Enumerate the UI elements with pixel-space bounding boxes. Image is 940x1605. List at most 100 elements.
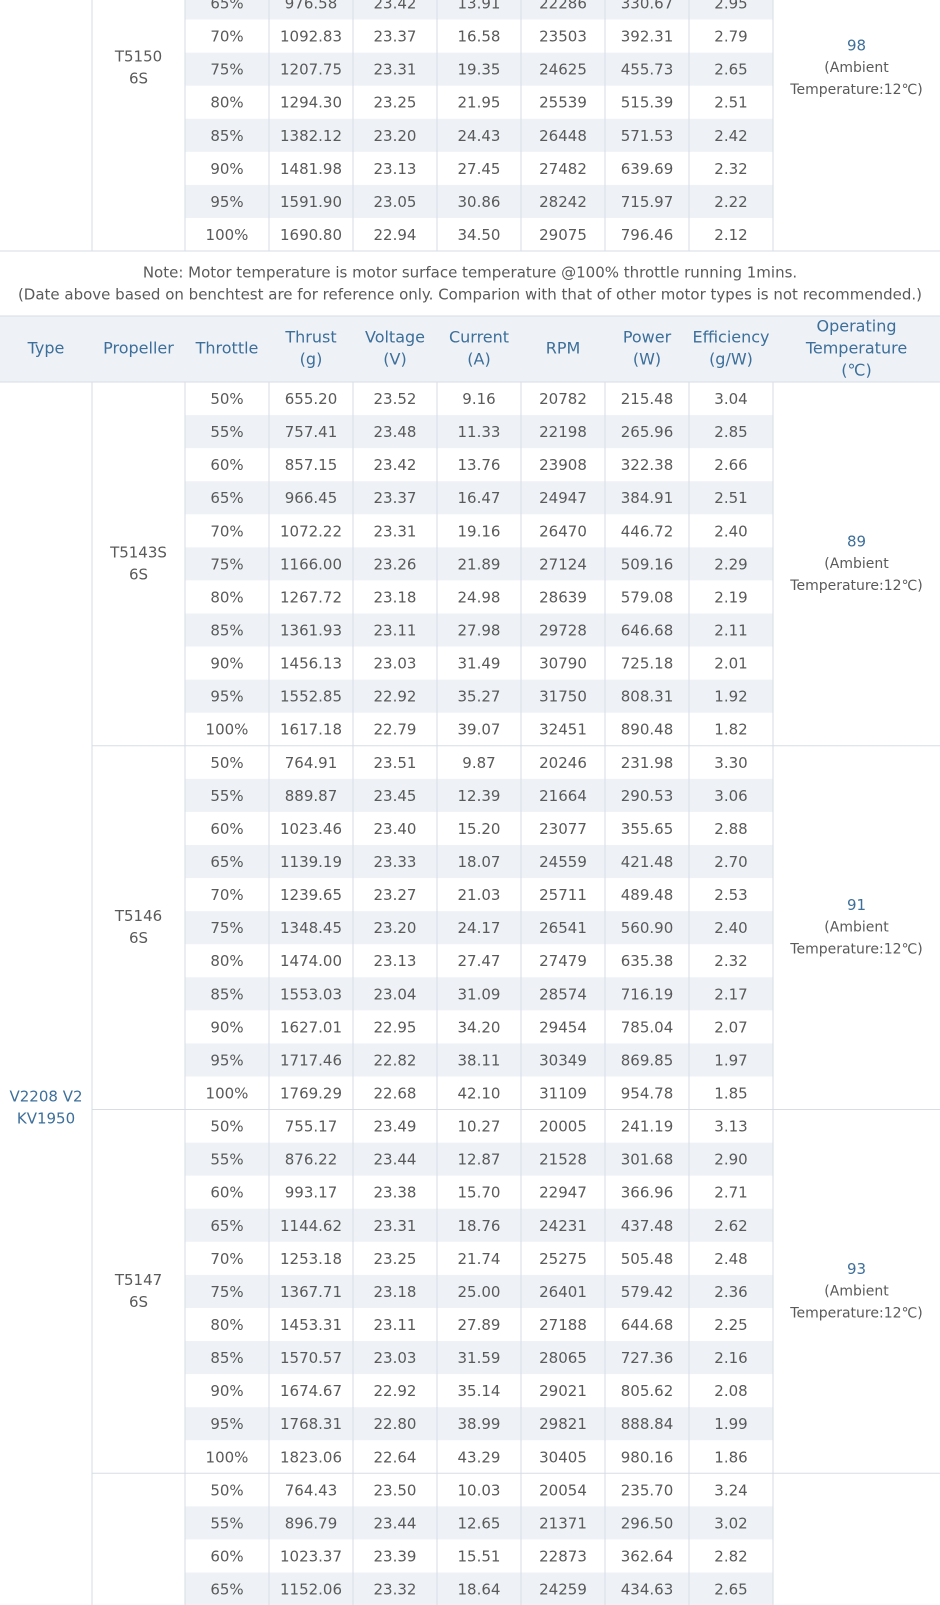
cell: 38.11 bbox=[458, 1051, 501, 1069]
column-header: Efficiency bbox=[692, 328, 769, 347]
cell: 18.76 bbox=[458, 1217, 501, 1235]
cell: 23.18 bbox=[374, 588, 417, 606]
cell: 715.97 bbox=[621, 193, 674, 211]
cell: 725.18 bbox=[621, 655, 674, 673]
cell: 2.01 bbox=[714, 655, 747, 673]
cell: 2.32 bbox=[714, 952, 747, 970]
cell: 1382.12 bbox=[280, 127, 342, 145]
cell: 23.04 bbox=[374, 985, 417, 1003]
cell: 505.48 bbox=[621, 1250, 674, 1268]
cell: 23.26 bbox=[374, 555, 417, 573]
cell: 25.00 bbox=[458, 1283, 501, 1301]
cell: 23.42 bbox=[374, 0, 417, 13]
propeller: T5147 bbox=[114, 1271, 162, 1289]
row-stripe bbox=[185, 52, 773, 86]
cell: 20782 bbox=[539, 390, 587, 408]
cell: 26448 bbox=[539, 127, 587, 145]
cell: 1617.18 bbox=[280, 721, 342, 739]
cell: 23.44 bbox=[374, 1514, 417, 1532]
cell: 12.65 bbox=[458, 1514, 501, 1532]
column-header: RPM bbox=[546, 339, 581, 358]
cell: 954.78 bbox=[621, 1085, 674, 1103]
column-header: Throttle bbox=[195, 339, 259, 358]
cell: 785.04 bbox=[621, 1018, 674, 1036]
cell: 796.46 bbox=[621, 226, 674, 244]
cell: 29821 bbox=[539, 1415, 587, 1433]
motor-type: KV1950 bbox=[17, 1110, 75, 1128]
cell: 362.64 bbox=[621, 1547, 674, 1565]
cell: 30405 bbox=[539, 1448, 587, 1466]
cell: 2.62 bbox=[714, 1217, 747, 1235]
cell: 23.33 bbox=[374, 853, 417, 871]
cell: 515.39 bbox=[621, 94, 674, 112]
cell: 1.82 bbox=[714, 721, 747, 739]
cell: 23908 bbox=[539, 456, 587, 474]
cell: 27188 bbox=[539, 1316, 587, 1334]
cell: 29021 bbox=[539, 1382, 587, 1400]
cell: 15.20 bbox=[458, 820, 501, 838]
cell: 23.03 bbox=[374, 655, 417, 673]
cell: 1.97 bbox=[714, 1051, 747, 1069]
row-stripe bbox=[185, 1407, 773, 1441]
temperature-note: (Ambient bbox=[824, 1283, 889, 1299]
temperature-note: (Ambient bbox=[824, 60, 889, 76]
cell: 30349 bbox=[539, 1051, 587, 1069]
cell: 2.48 bbox=[714, 1250, 747, 1268]
cell: 26541 bbox=[539, 919, 587, 937]
cell: 889.87 bbox=[285, 787, 338, 805]
cell: 2.22 bbox=[714, 193, 747, 211]
cell: 31.49 bbox=[458, 655, 501, 673]
cell: 1768.31 bbox=[280, 1415, 342, 1433]
cell: 808.31 bbox=[621, 688, 674, 706]
cell: 20054 bbox=[539, 1481, 587, 1499]
cell: 31.59 bbox=[458, 1349, 501, 1367]
cell: 2.07 bbox=[714, 1018, 747, 1036]
cell: 2.08 bbox=[714, 1382, 747, 1400]
cell: 22873 bbox=[539, 1547, 587, 1565]
cell: 2.17 bbox=[714, 985, 747, 1003]
cell: 16.47 bbox=[458, 489, 501, 507]
cell: 3.13 bbox=[714, 1118, 747, 1136]
cell: 23.31 bbox=[374, 61, 417, 79]
temperature-value: 89 bbox=[847, 532, 866, 550]
cell: 2.66 bbox=[714, 456, 747, 474]
note: (Date above based on benchtest are for r… bbox=[18, 286, 922, 304]
cell: 1139.19 bbox=[280, 853, 342, 871]
cell: 23.39 bbox=[374, 1547, 417, 1565]
cell: 42.10 bbox=[458, 1085, 501, 1103]
row-stripe bbox=[185, 1572, 773, 1605]
cell: 23.31 bbox=[374, 1217, 417, 1235]
row-stripe bbox=[185, 613, 773, 647]
cell: 65% bbox=[210, 1581, 243, 1599]
row-stripe bbox=[185, 118, 773, 152]
cell: 455.73 bbox=[621, 61, 674, 79]
cell: 1674.67 bbox=[280, 1382, 342, 1400]
cell: 1267.72 bbox=[280, 588, 342, 606]
cell: 13.76 bbox=[458, 456, 501, 474]
cell: 29454 bbox=[539, 1018, 587, 1036]
cell: 1591.90 bbox=[280, 193, 342, 211]
cell: 1166.00 bbox=[280, 555, 342, 573]
cell: 27.98 bbox=[458, 622, 501, 640]
cell: 23.45 bbox=[374, 787, 417, 805]
cell: 11.33 bbox=[458, 423, 501, 441]
cell: 24625 bbox=[539, 61, 587, 79]
cell: 50% bbox=[210, 1481, 243, 1499]
cell: 35.27 bbox=[458, 688, 501, 706]
cell: 2.90 bbox=[714, 1151, 747, 1169]
motor-type: V2208 V2 bbox=[9, 1088, 82, 1106]
cell: 39.07 bbox=[458, 721, 501, 739]
cell: 24947 bbox=[539, 489, 587, 507]
temperature-value: 93 bbox=[847, 1260, 866, 1278]
cell: 434.63 bbox=[621, 1581, 674, 1599]
cell: 12.39 bbox=[458, 787, 501, 805]
cell: 90% bbox=[210, 655, 243, 673]
cell: 21.95 bbox=[458, 94, 501, 112]
cell: 95% bbox=[210, 1415, 243, 1433]
cell: 646.68 bbox=[621, 622, 674, 640]
cell: 85% bbox=[210, 985, 243, 1003]
cell: 90% bbox=[210, 1018, 243, 1036]
cell: 23.27 bbox=[374, 886, 417, 904]
cell: 1348.45 bbox=[280, 919, 342, 937]
cell: 100% bbox=[206, 721, 249, 739]
